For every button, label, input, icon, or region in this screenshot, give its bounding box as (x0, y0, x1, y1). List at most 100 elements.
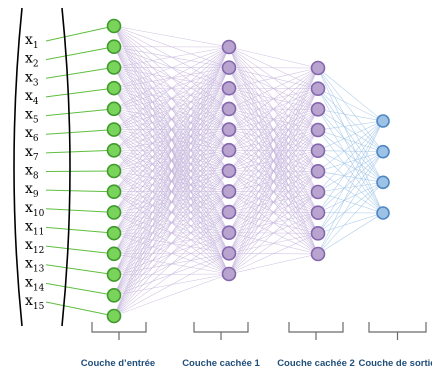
connection-edge (113, 46, 230, 172)
connection-edge (113, 67, 230, 317)
connection-edge (113, 211, 230, 317)
layer-node (106, 308, 122, 324)
connection-edge (228, 67, 319, 254)
layer-node (310, 81, 326, 96)
layer-node (106, 101, 122, 117)
layer-node (310, 122, 326, 138)
layer-bracket (91, 322, 147, 340)
input-connector (45, 301, 115, 317)
connection-edge (317, 120, 384, 193)
connection-edge (228, 212, 319, 275)
connection-edge (113, 46, 230, 275)
layer-node (221, 122, 237, 137)
input-variable-subscript: 11 (33, 227, 44, 237)
layer-node (221, 60, 237, 75)
layer-node (106, 80, 122, 96)
connection-edge (317, 88, 384, 152)
input-line-group (45, 25, 115, 317)
layer-bracket (288, 322, 344, 340)
input-variable-label: x1 (25, 32, 39, 51)
input-connector (45, 87, 115, 98)
connection-edge (317, 120, 384, 131)
input-variable-subscript: 10 (33, 209, 45, 219)
input-connector (45, 129, 115, 135)
connection-edge (113, 191, 230, 317)
connection-edge (113, 46, 230, 192)
input-variable-subscript: 4 (33, 97, 39, 107)
layer-bracket (193, 322, 249, 340)
connection-edge (317, 109, 384, 122)
connection-edge (317, 109, 384, 152)
layer-bracket (368, 322, 427, 340)
input-connector (45, 264, 115, 276)
layer-label: Couche de sortie (358, 358, 432, 369)
input-variable-subscript: 5 (33, 116, 39, 126)
layer-label-group: Couche d’entrée Couche cachée 1 Couche cac… (81, 358, 432, 369)
right-parenthesis (61, 7, 71, 327)
input-connector (45, 282, 115, 296)
connection-edge (317, 212, 384, 255)
input-variable-subscript: 14 (33, 283, 45, 293)
input-variable-label: x7 (25, 144, 39, 163)
layer-node (376, 114, 390, 128)
input-connector (45, 170, 115, 172)
connection-edge (317, 67, 384, 152)
connection-edge (317, 67, 384, 122)
layer-node (221, 80, 237, 96)
connection-edge (317, 182, 384, 213)
layer-node (221, 204, 237, 220)
layer-label: Couche cachée 1 (182, 358, 260, 369)
connection-edge (317, 151, 384, 255)
connection-edge (317, 151, 384, 213)
connection-edge (228, 67, 319, 110)
layer-node (106, 267, 122, 282)
input-connector (45, 208, 115, 213)
layer-node (106, 163, 122, 179)
connection-edge (317, 151, 384, 193)
connection-edge (317, 88, 384, 183)
connection-edge (317, 67, 384, 183)
connection-edge (228, 67, 319, 130)
layer-node (221, 163, 237, 179)
connection-edge (317, 212, 384, 234)
connection-edge (317, 67, 384, 214)
input-variable-label: x4 (25, 88, 39, 107)
input-variable-subscript: 12 (33, 246, 44, 256)
layer-node (106, 184, 122, 200)
layer-node (106, 39, 122, 55)
connection-edge (113, 46, 230, 213)
connection-edge (113, 88, 230, 317)
edge-group (113, 25, 384, 317)
connection-edge (228, 191, 319, 275)
layer-node (376, 175, 390, 190)
connection-edge (228, 67, 319, 151)
connection-edge (113, 46, 230, 89)
connection-edge (228, 129, 319, 275)
connection-edge (317, 129, 384, 152)
connection-edge (113, 46, 230, 317)
layer-node (310, 60, 326, 76)
connection-edge (317, 88, 384, 214)
connection-edge (228, 67, 319, 171)
input-variable-subscript: 7 (33, 153, 39, 163)
input-variable-label: x11 (25, 218, 44, 237)
input-connector (45, 66, 115, 79)
layer-node (106, 205, 122, 220)
connection-edge (317, 120, 384, 255)
layer-node (310, 226, 326, 241)
connection-edge (113, 170, 230, 317)
input-connector (45, 149, 115, 154)
connection-edge (113, 273, 230, 317)
connection-edge (113, 46, 230, 234)
connection-edge (317, 151, 384, 234)
layer-node (221, 142, 237, 158)
input-variable-label: x5 (25, 107, 39, 126)
connection-edge (228, 233, 319, 275)
input-connector (45, 46, 115, 61)
connection-edge (113, 46, 230, 130)
connection-edge (317, 151, 384, 172)
input-variable-subscript: 15 (33, 302, 45, 312)
connection-edge (228, 67, 319, 233)
